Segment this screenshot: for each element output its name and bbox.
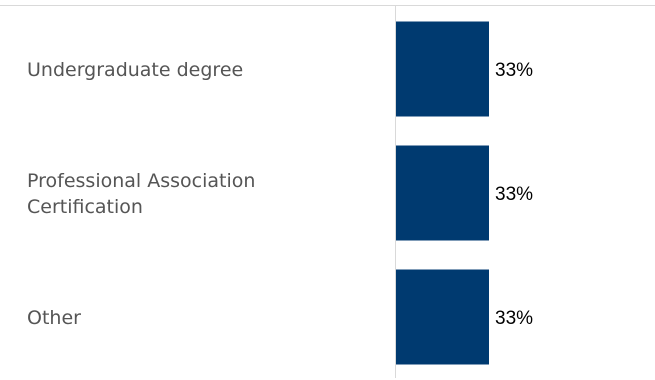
bar-2	[396, 269, 489, 365]
bar-0	[396, 21, 489, 117]
category-label-line: Professional Association	[27, 170, 255, 192]
category-label-0: Undergraduate degree	[27, 59, 243, 81]
value-label-0: 33%	[495, 60, 533, 81]
category-label-1: Professional Association Certification	[27, 170, 255, 218]
category-label-line: Certification	[27, 196, 143, 218]
category-label-2: Other	[27, 307, 81, 329]
labels-group: 33% Undergraduate degree 33% Professional A…	[27, 59, 533, 329]
bar-1	[396, 145, 489, 241]
category-label-line: Undergraduate degree	[27, 59, 243, 81]
bars-group	[396, 21, 489, 365]
category-label-line: Other	[27, 307, 81, 329]
value-label-1: 33%	[495, 184, 533, 205]
value-label-2: 33%	[495, 308, 533, 329]
